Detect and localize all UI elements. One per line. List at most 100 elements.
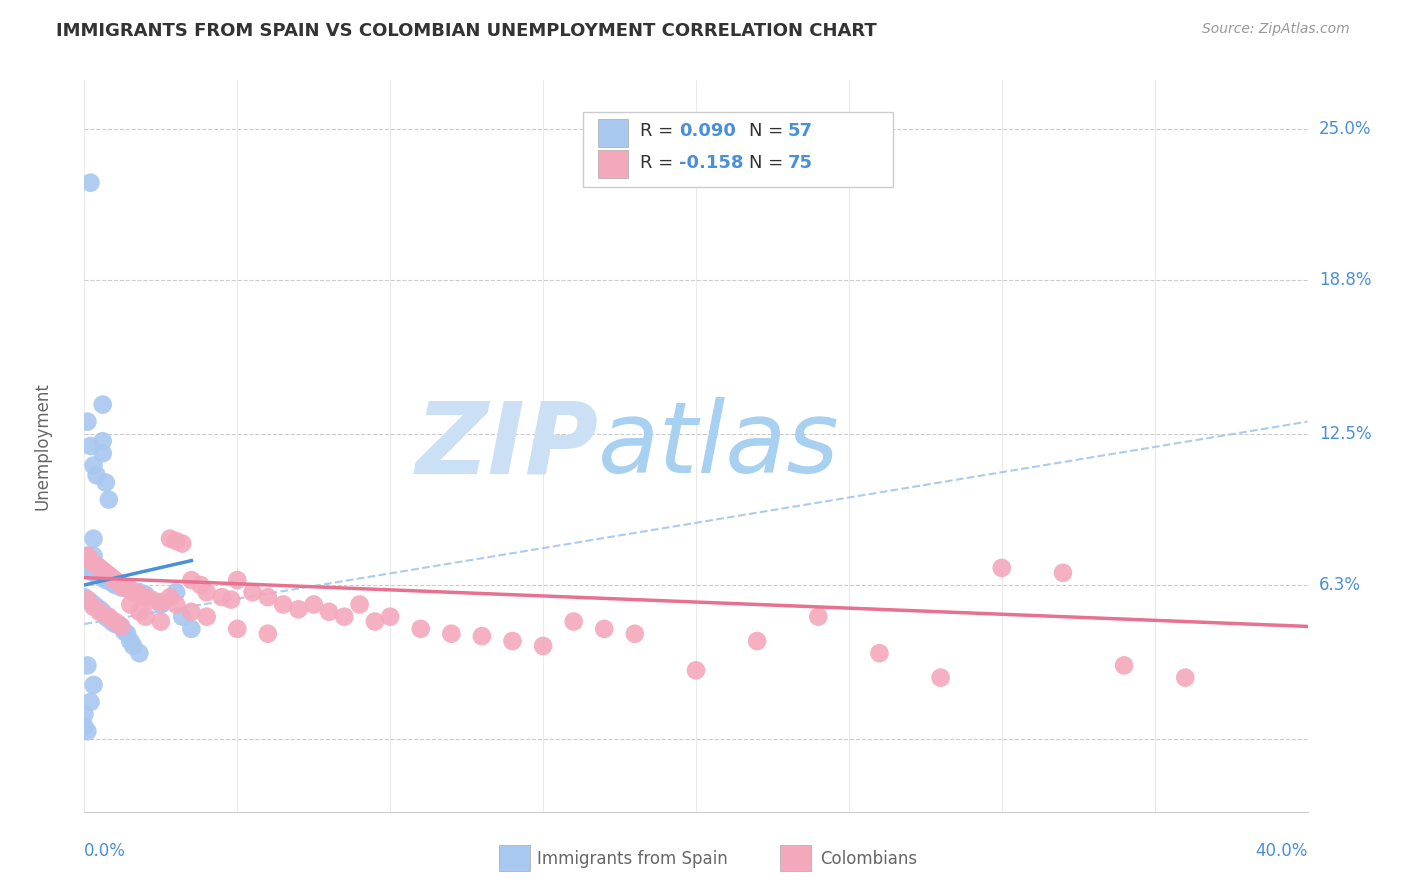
Point	[76, 658, 98, 673]
Point	[83, 549, 105, 563]
Point	[73, 719, 96, 733]
Point	[110, 581, 132, 595]
Point	[135, 588, 157, 602]
Point	[380, 609, 402, 624]
Text: 0.0%: 0.0%	[84, 842, 127, 860]
Point	[89, 605, 111, 619]
Point	[76, 415, 98, 429]
Text: Unemployment: Unemployment	[34, 382, 52, 510]
Point	[271, 598, 294, 612]
Point	[807, 609, 830, 624]
Point	[76, 558, 98, 573]
Point	[141, 592, 163, 607]
Point	[159, 590, 181, 604]
Point	[562, 615, 585, 629]
Text: atlas: atlas	[598, 398, 839, 494]
Point	[122, 639, 145, 653]
Point	[104, 617, 127, 632]
Point	[128, 646, 150, 660]
Point	[83, 556, 105, 570]
Point	[287, 602, 309, 616]
Point	[76, 724, 98, 739]
Point	[97, 573, 120, 587]
Point	[333, 609, 356, 624]
Point	[226, 622, 249, 636]
Point	[94, 475, 117, 490]
Point	[110, 619, 132, 633]
Point	[97, 612, 120, 626]
Point	[165, 534, 187, 549]
Point	[685, 663, 707, 677]
Point	[364, 615, 387, 629]
Point	[107, 578, 129, 592]
Point	[97, 568, 120, 582]
Point	[110, 578, 132, 592]
Text: Source: ZipAtlas.com: Source: ZipAtlas.com	[1202, 22, 1350, 37]
Point	[97, 492, 120, 507]
Point	[89, 602, 111, 616]
Point	[112, 581, 135, 595]
Text: 6.3%: 6.3%	[1319, 576, 1361, 594]
Point	[190, 578, 212, 592]
Point	[257, 590, 280, 604]
Point	[120, 582, 142, 597]
Point	[128, 585, 150, 599]
Point	[83, 598, 105, 612]
Point	[149, 615, 172, 629]
Point	[112, 624, 135, 639]
Point	[180, 573, 202, 587]
Point	[91, 398, 114, 412]
Point	[79, 695, 101, 709]
Point	[86, 468, 108, 483]
Point	[747, 634, 769, 648]
Point	[83, 566, 105, 580]
Text: 0.090: 0.090	[679, 122, 735, 140]
Point	[624, 626, 647, 640]
Point	[120, 598, 142, 612]
Point	[104, 578, 127, 592]
Point	[79, 553, 101, 567]
Point	[101, 575, 124, 590]
Text: IMMIGRANTS FROM SPAIN VS COLOMBIAN UNEMPLOYMENT CORRELATION CHART: IMMIGRANTS FROM SPAIN VS COLOMBIAN UNEMP…	[56, 22, 877, 40]
Point	[440, 626, 463, 640]
Point	[172, 536, 194, 550]
Point	[73, 553, 96, 567]
Point	[135, 590, 157, 604]
Point	[991, 561, 1014, 575]
Text: R =: R =	[640, 122, 679, 140]
Point	[73, 556, 96, 570]
Text: 25.0%: 25.0%	[1319, 120, 1371, 138]
Point	[318, 605, 340, 619]
Point	[257, 626, 280, 640]
Point	[195, 609, 218, 624]
Point	[89, 568, 111, 582]
Point	[76, 549, 98, 563]
Text: 18.8%: 18.8%	[1319, 271, 1371, 289]
Text: 12.5%: 12.5%	[1319, 425, 1371, 442]
Point	[869, 646, 891, 660]
Point	[94, 609, 117, 624]
Point	[104, 573, 127, 587]
Text: N =: N =	[749, 154, 789, 172]
Point	[73, 590, 96, 604]
Point	[104, 615, 127, 629]
Point	[115, 626, 138, 640]
Point	[112, 581, 135, 595]
Point	[101, 615, 124, 629]
Point	[125, 585, 148, 599]
Point	[94, 566, 117, 580]
Point	[502, 634, 524, 648]
Point	[471, 629, 494, 643]
Point	[149, 598, 172, 612]
Point	[110, 619, 132, 633]
Point	[83, 599, 105, 614]
Point	[86, 558, 108, 573]
Point	[165, 585, 187, 599]
Point	[107, 575, 129, 590]
Point	[593, 622, 616, 636]
Point	[94, 573, 117, 587]
Point	[76, 592, 98, 607]
Point	[91, 434, 114, 449]
Point	[79, 176, 101, 190]
Point	[180, 605, 202, 619]
